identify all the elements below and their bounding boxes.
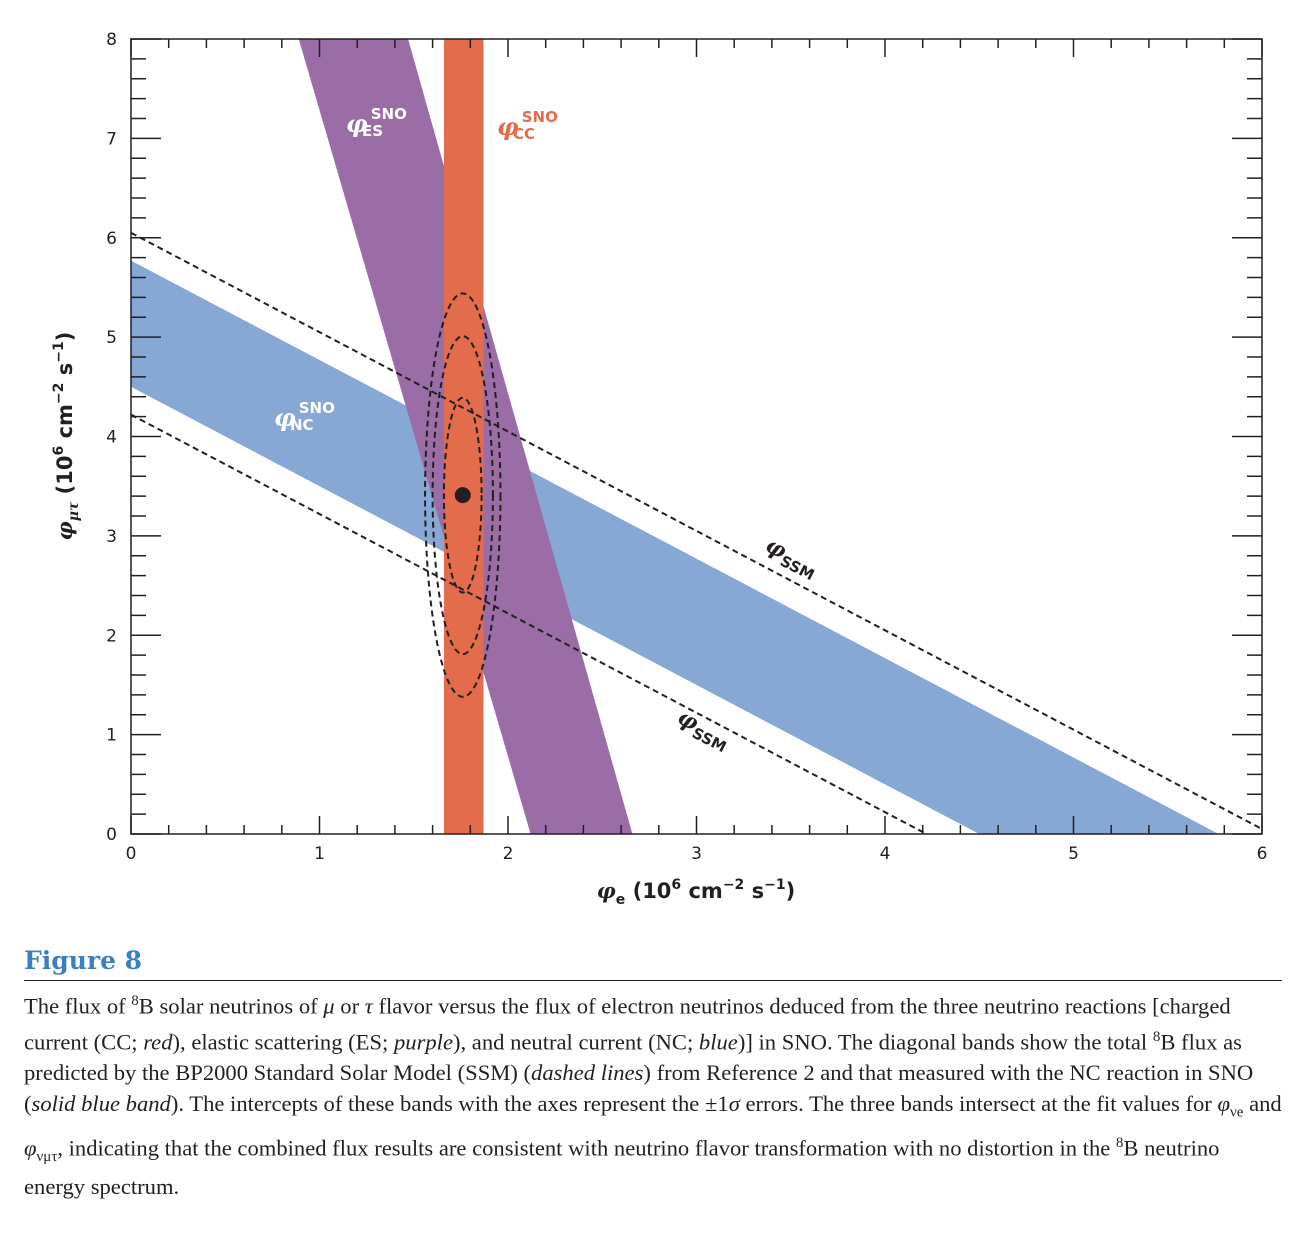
confidence-contours (424, 292, 502, 698)
flux-chart: 0 1 2 3 4 5 6 0 1 2 3 4 5 6 7 8 φ SNO ES φ SNO CC φ SNO NC φSSM φ… (51, 30, 1267, 908)
fit-point-group (454, 487, 471, 504)
contour-1 (442, 396, 483, 594)
y-tick-label: 7 (106, 129, 117, 149)
ssm-label-upper: φSSM (759, 532, 822, 584)
axis-ticks: 0 1 2 3 4 5 6 0 1 2 3 4 5 6 7 8 (106, 30, 1267, 864)
cc-band (443, 39, 484, 834)
cc-label: φ SNO CC (497, 108, 558, 143)
ssm-label-lower: φSSM (671, 704, 734, 756)
contour-2 (431, 335, 494, 656)
y-tick-label: 6 (106, 229, 117, 249)
x-tick-label: 0 (126, 844, 137, 864)
ssm-dashed-lines (131, 231, 1262, 834)
contour-3 (424, 292, 502, 698)
nc-label: φ SNO NC (274, 399, 335, 434)
y-tick-label: 8 (106, 30, 117, 50)
y-tick-label: 3 (106, 527, 117, 547)
x-tick-label: 5 (1068, 844, 1079, 864)
x-tick-label: 2 (503, 844, 514, 864)
figure-caption: The flux of 8B solar neutrinos of μ or τ… (24, 993, 1282, 1200)
y-tick-label: 5 (106, 328, 117, 348)
nc-band (131, 260, 1219, 834)
figure-label: Figure 8 (24, 946, 143, 975)
caption-rule (24, 980, 1282, 981)
fit-point (454, 487, 471, 504)
x-tick-label: 3 (691, 844, 702, 864)
y-tick-label: 0 (106, 825, 117, 845)
y-tick-label: 1 (106, 726, 117, 746)
y-tick-label: 2 (106, 626, 117, 646)
y-axis-label: φμτ (106 cm−2 s−1) (51, 332, 82, 541)
flux-bands (131, 39, 1219, 834)
ssm-line-high (131, 231, 1262, 831)
x-tick-label: 1 (314, 844, 325, 864)
x-tick-label: 6 (1257, 844, 1268, 864)
es-label: φ SNO ES (346, 105, 407, 140)
y-tick-label: 4 (106, 428, 117, 448)
x-axis-label: φe (106 cm−2 s−1) (597, 877, 795, 908)
x-tick-label: 4 (880, 844, 891, 864)
